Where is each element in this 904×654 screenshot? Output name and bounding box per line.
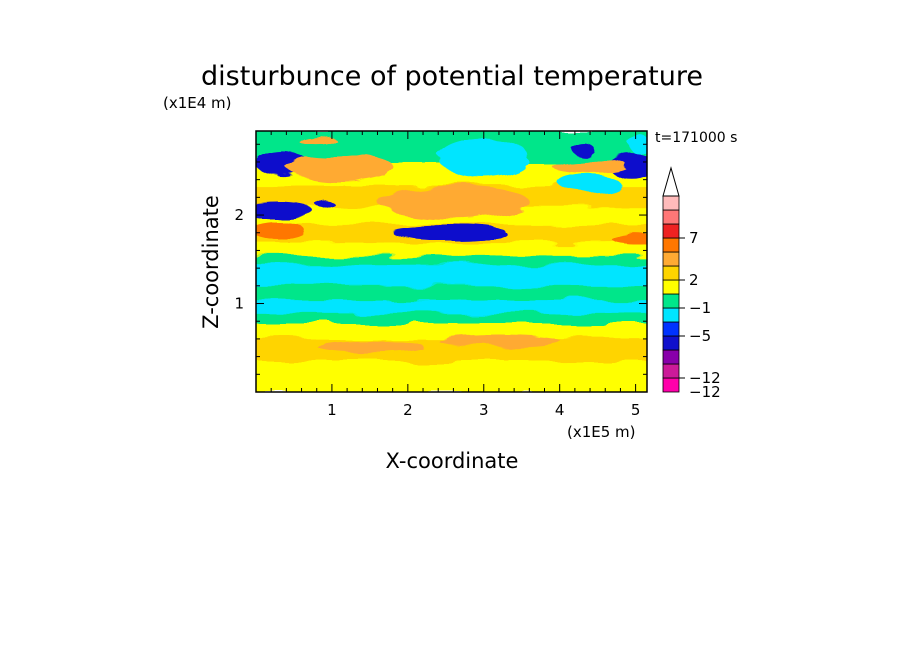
chart-title: disturbunce of potential temperature (201, 61, 703, 92)
colorbar-segment (662, 349, 680, 365)
colorbar-segment (662, 335, 680, 351)
colorbar-segment (662, 237, 680, 253)
colorbar-segment (662, 223, 680, 239)
contour-band-9 (256, 240, 647, 256)
contour-band-3 (256, 321, 647, 339)
colorbar-segment (662, 279, 680, 295)
time-label: t=171000 s (655, 130, 737, 146)
colorbar-segment (662, 363, 680, 379)
colorbar-segment (662, 307, 680, 323)
colorbar-segment (662, 209, 680, 225)
colorbar-segment (662, 321, 680, 337)
contour-blob-18 (491, 288, 598, 298)
contour-blob-13 (552, 159, 629, 174)
x-tick-label: 1 (327, 401, 337, 419)
colorbar-min-label: −12 (689, 383, 721, 401)
contour-blob-5 (609, 154, 647, 179)
contour-band-7 (256, 262, 647, 287)
contour-blob-1 (612, 233, 647, 247)
x-tick-label: 5 (631, 401, 641, 419)
contour-band-1 (256, 360, 647, 385)
y-tick-label: 2 (234, 206, 244, 224)
contour-blob-9 (559, 175, 621, 193)
x-tick-label: 3 (479, 401, 489, 419)
y-axis-label: Z-coordinate (199, 195, 223, 329)
contour-blob-7 (392, 226, 507, 239)
contour-blob-8 (438, 138, 530, 178)
contour-blob-17 (309, 289, 401, 300)
contour-blob-6 (571, 142, 594, 155)
contour-band-0 (256, 382, 647, 392)
contour-blob-2 (256, 203, 313, 218)
contour-blob-15 (316, 339, 424, 353)
colorbar-tick-label: −12 (689, 369, 721, 387)
contour-band-4 (256, 311, 647, 324)
contour-band-6 (256, 284, 647, 301)
y-tick-label: 1 (234, 295, 244, 313)
contour-blob-10 (630, 133, 647, 155)
colorbar-segment (662, 293, 680, 309)
colorbar-tick-label: 7 (689, 229, 699, 247)
contour-blob-12 (286, 152, 393, 181)
contour-blob-11 (377, 185, 530, 218)
x-tick-label: 4 (555, 401, 565, 419)
plot-area (256, 131, 647, 392)
colorbar-segment (662, 265, 680, 281)
contour-blob-16 (438, 334, 560, 347)
x-unit-label: (x1E5 m) (567, 423, 636, 441)
contour-fill (256, 131, 647, 392)
x-tick-label: 2 (403, 401, 413, 419)
contour-blob-0 (256, 223, 306, 239)
plot-frame (255, 130, 648, 393)
colorbar-tick-label: −5 (689, 327, 711, 345)
contour-band-5 (256, 298, 647, 314)
y-unit-label: (x1E4 m) (163, 94, 232, 112)
contour-band-8 (256, 253, 647, 265)
contour-blob-3 (315, 199, 334, 208)
y-axis-ticks: 12 (234, 143, 647, 393)
contour-blob-19 (293, 145, 370, 158)
colorbar-segment (662, 195, 680, 211)
colorbar-tick-label: 2 (689, 271, 699, 289)
colorbar-segment (662, 377, 680, 393)
x-axis-ticks: 1 2 3 4 5 (255, 131, 641, 419)
colorbar-tick-label: −1 (689, 299, 711, 317)
colorbar-extend-arrow (662, 166, 680, 197)
contour-blob-14 (297, 134, 336, 146)
x-axis-label: X-coordinate (386, 449, 519, 473)
colorbar: 7 2 −1 −5 −12−12 (662, 166, 721, 401)
colorbar-segment (662, 251, 680, 267)
